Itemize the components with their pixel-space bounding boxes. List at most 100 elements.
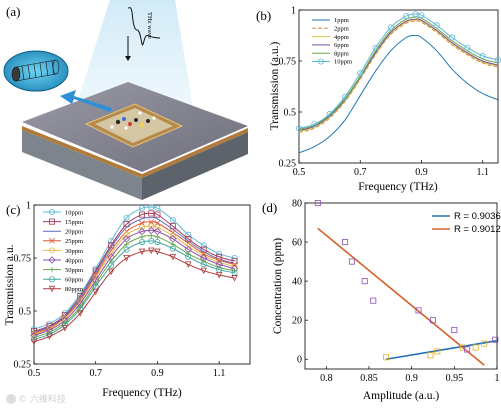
data-point-60ppm xyxy=(148,238,155,245)
legend-label: R = 0.9036 xyxy=(454,211,501,222)
data-point-25ppm xyxy=(154,220,161,226)
x-tick-label: 0.7 xyxy=(354,167,367,178)
data-point-80ppm xyxy=(123,254,130,262)
data-point xyxy=(370,297,377,304)
data-point xyxy=(481,340,488,347)
data-point-80ppm xyxy=(107,268,115,276)
data-point-10ppm xyxy=(449,34,456,41)
series-line-10ppm xyxy=(298,13,499,129)
y-tick-label: 80 xyxy=(292,199,302,210)
thz-pulse-icon xyxy=(127,7,161,46)
panel-a: THz wave (a) xyxy=(3,0,248,200)
legend-label: 20ppm xyxy=(65,229,83,236)
series-line-30ppm xyxy=(33,225,235,335)
device-side-right xyxy=(142,132,248,200)
series-line-8ppm xyxy=(298,16,499,130)
panel-b-axis-ticks: 0.5 0.7 0.9 1.10.250.50.751 xyxy=(279,6,489,179)
panel-b-plot-frame xyxy=(298,9,499,164)
x-tick-label: 0.8 xyxy=(320,373,333,384)
panel-d-series xyxy=(314,199,499,366)
panel-d-plot-frame xyxy=(304,202,498,370)
data-point xyxy=(383,354,390,361)
panel-a-label: (a) xyxy=(6,4,20,19)
panel-c-axis-ticks: 0.5 0.7 0.9 1.10.250.50.751 xyxy=(14,201,226,380)
y-tick-label: 0.75 xyxy=(279,57,297,68)
x-tick-label: 0.95 xyxy=(446,373,464,384)
data-point-10ppm xyxy=(387,24,394,31)
data-point-10ppm xyxy=(464,44,471,51)
legend-label: 2ppm xyxy=(334,26,349,33)
series-line-80ppm xyxy=(33,250,235,343)
data-point-80ppm xyxy=(30,338,38,346)
legend-marker xyxy=(49,218,56,225)
data-point-60ppm xyxy=(169,245,176,252)
data-point-10ppm xyxy=(231,254,238,261)
data-point-10ppm xyxy=(418,12,425,19)
data-point-30ppm xyxy=(123,231,130,238)
legend-label: 10ppm xyxy=(65,209,83,216)
panel-d-axis-ticks: 0.8 0.85 0.9 0.95 1 0 20 40 60 80 xyxy=(292,199,500,385)
legend-label: 80ppm xyxy=(65,286,83,293)
data-point-80ppm xyxy=(200,267,207,275)
data-point-60ppm xyxy=(138,239,145,246)
data-point xyxy=(434,348,441,355)
data-point-10ppm xyxy=(479,52,486,59)
legend-marker xyxy=(49,208,56,215)
molecule-icon xyxy=(110,111,156,130)
data-point xyxy=(342,239,349,246)
series-line-60ppm xyxy=(33,240,235,341)
legend-marker xyxy=(49,267,55,273)
data-point xyxy=(472,344,479,351)
legend-marker xyxy=(49,247,56,254)
legend-label: R = 0.9012 xyxy=(454,224,501,235)
data-point-10ppm xyxy=(216,250,223,257)
panel-d-legend: R = 0.9036 R = 0.9012 xyxy=(432,211,501,235)
x-tick-label: 0.5 xyxy=(293,167,306,178)
panel-b-series xyxy=(295,11,501,154)
data-point-50ppm xyxy=(139,234,145,240)
data-point-10ppm xyxy=(372,44,379,51)
y-tick-label: 60 xyxy=(292,238,302,249)
series-line-15ppm xyxy=(33,212,235,332)
panel-c-legend: 10ppm 15ppm 20ppm 25ppm 30ppm 40ppm 50ppm 60ppm… xyxy=(43,208,83,293)
data-point-10ppm xyxy=(169,216,176,223)
data-point xyxy=(451,326,458,333)
data-point xyxy=(459,344,466,351)
data-point-10ppm xyxy=(326,111,333,118)
panel-c: (c) 0.5 0.7 0.9 1.10.250.50.751 10ppm15ppm2… xyxy=(4,201,251,399)
data-point-50ppm xyxy=(154,234,161,240)
y-tick-label: 0.25 xyxy=(279,159,297,170)
data-point-80ppm xyxy=(169,253,177,261)
legend-label: 40ppm xyxy=(65,257,83,264)
panel-b-xlabel: Frequency (THz) xyxy=(358,181,438,193)
x-tick-label: 0.5 xyxy=(28,368,41,379)
x-tick-label: 0.9 xyxy=(405,373,418,384)
data-point xyxy=(348,258,355,265)
data-point-10ppm xyxy=(185,231,192,238)
x-tick-label: 1.1 xyxy=(213,368,226,379)
data-point-80ppm xyxy=(46,333,53,340)
legend-marker xyxy=(48,256,56,264)
legend-label: 60ppm xyxy=(65,277,83,284)
beam-label: THz wave xyxy=(146,12,153,39)
legend-label: 25ppm xyxy=(65,238,83,245)
series-line-10ppm xyxy=(33,206,235,330)
series-line-40ppm xyxy=(33,229,235,336)
series-line-4ppm xyxy=(298,19,499,132)
data-point-30ppm xyxy=(138,224,145,231)
legend-label: 30ppm xyxy=(65,248,83,255)
data-point-15ppm xyxy=(138,211,145,218)
data-point-25ppm xyxy=(148,219,155,225)
panel-c-ylabel: Transmission a.u. xyxy=(4,244,16,325)
panel-c-plot-frame xyxy=(33,204,251,365)
data-point-80ppm xyxy=(61,324,69,332)
device-side-front xyxy=(22,130,142,200)
data-point-10ppm xyxy=(123,214,130,221)
data-point-10ppm xyxy=(148,204,155,211)
data-point-25ppm xyxy=(92,272,99,278)
data-point-10ppm xyxy=(412,11,419,18)
data-point xyxy=(492,336,499,343)
